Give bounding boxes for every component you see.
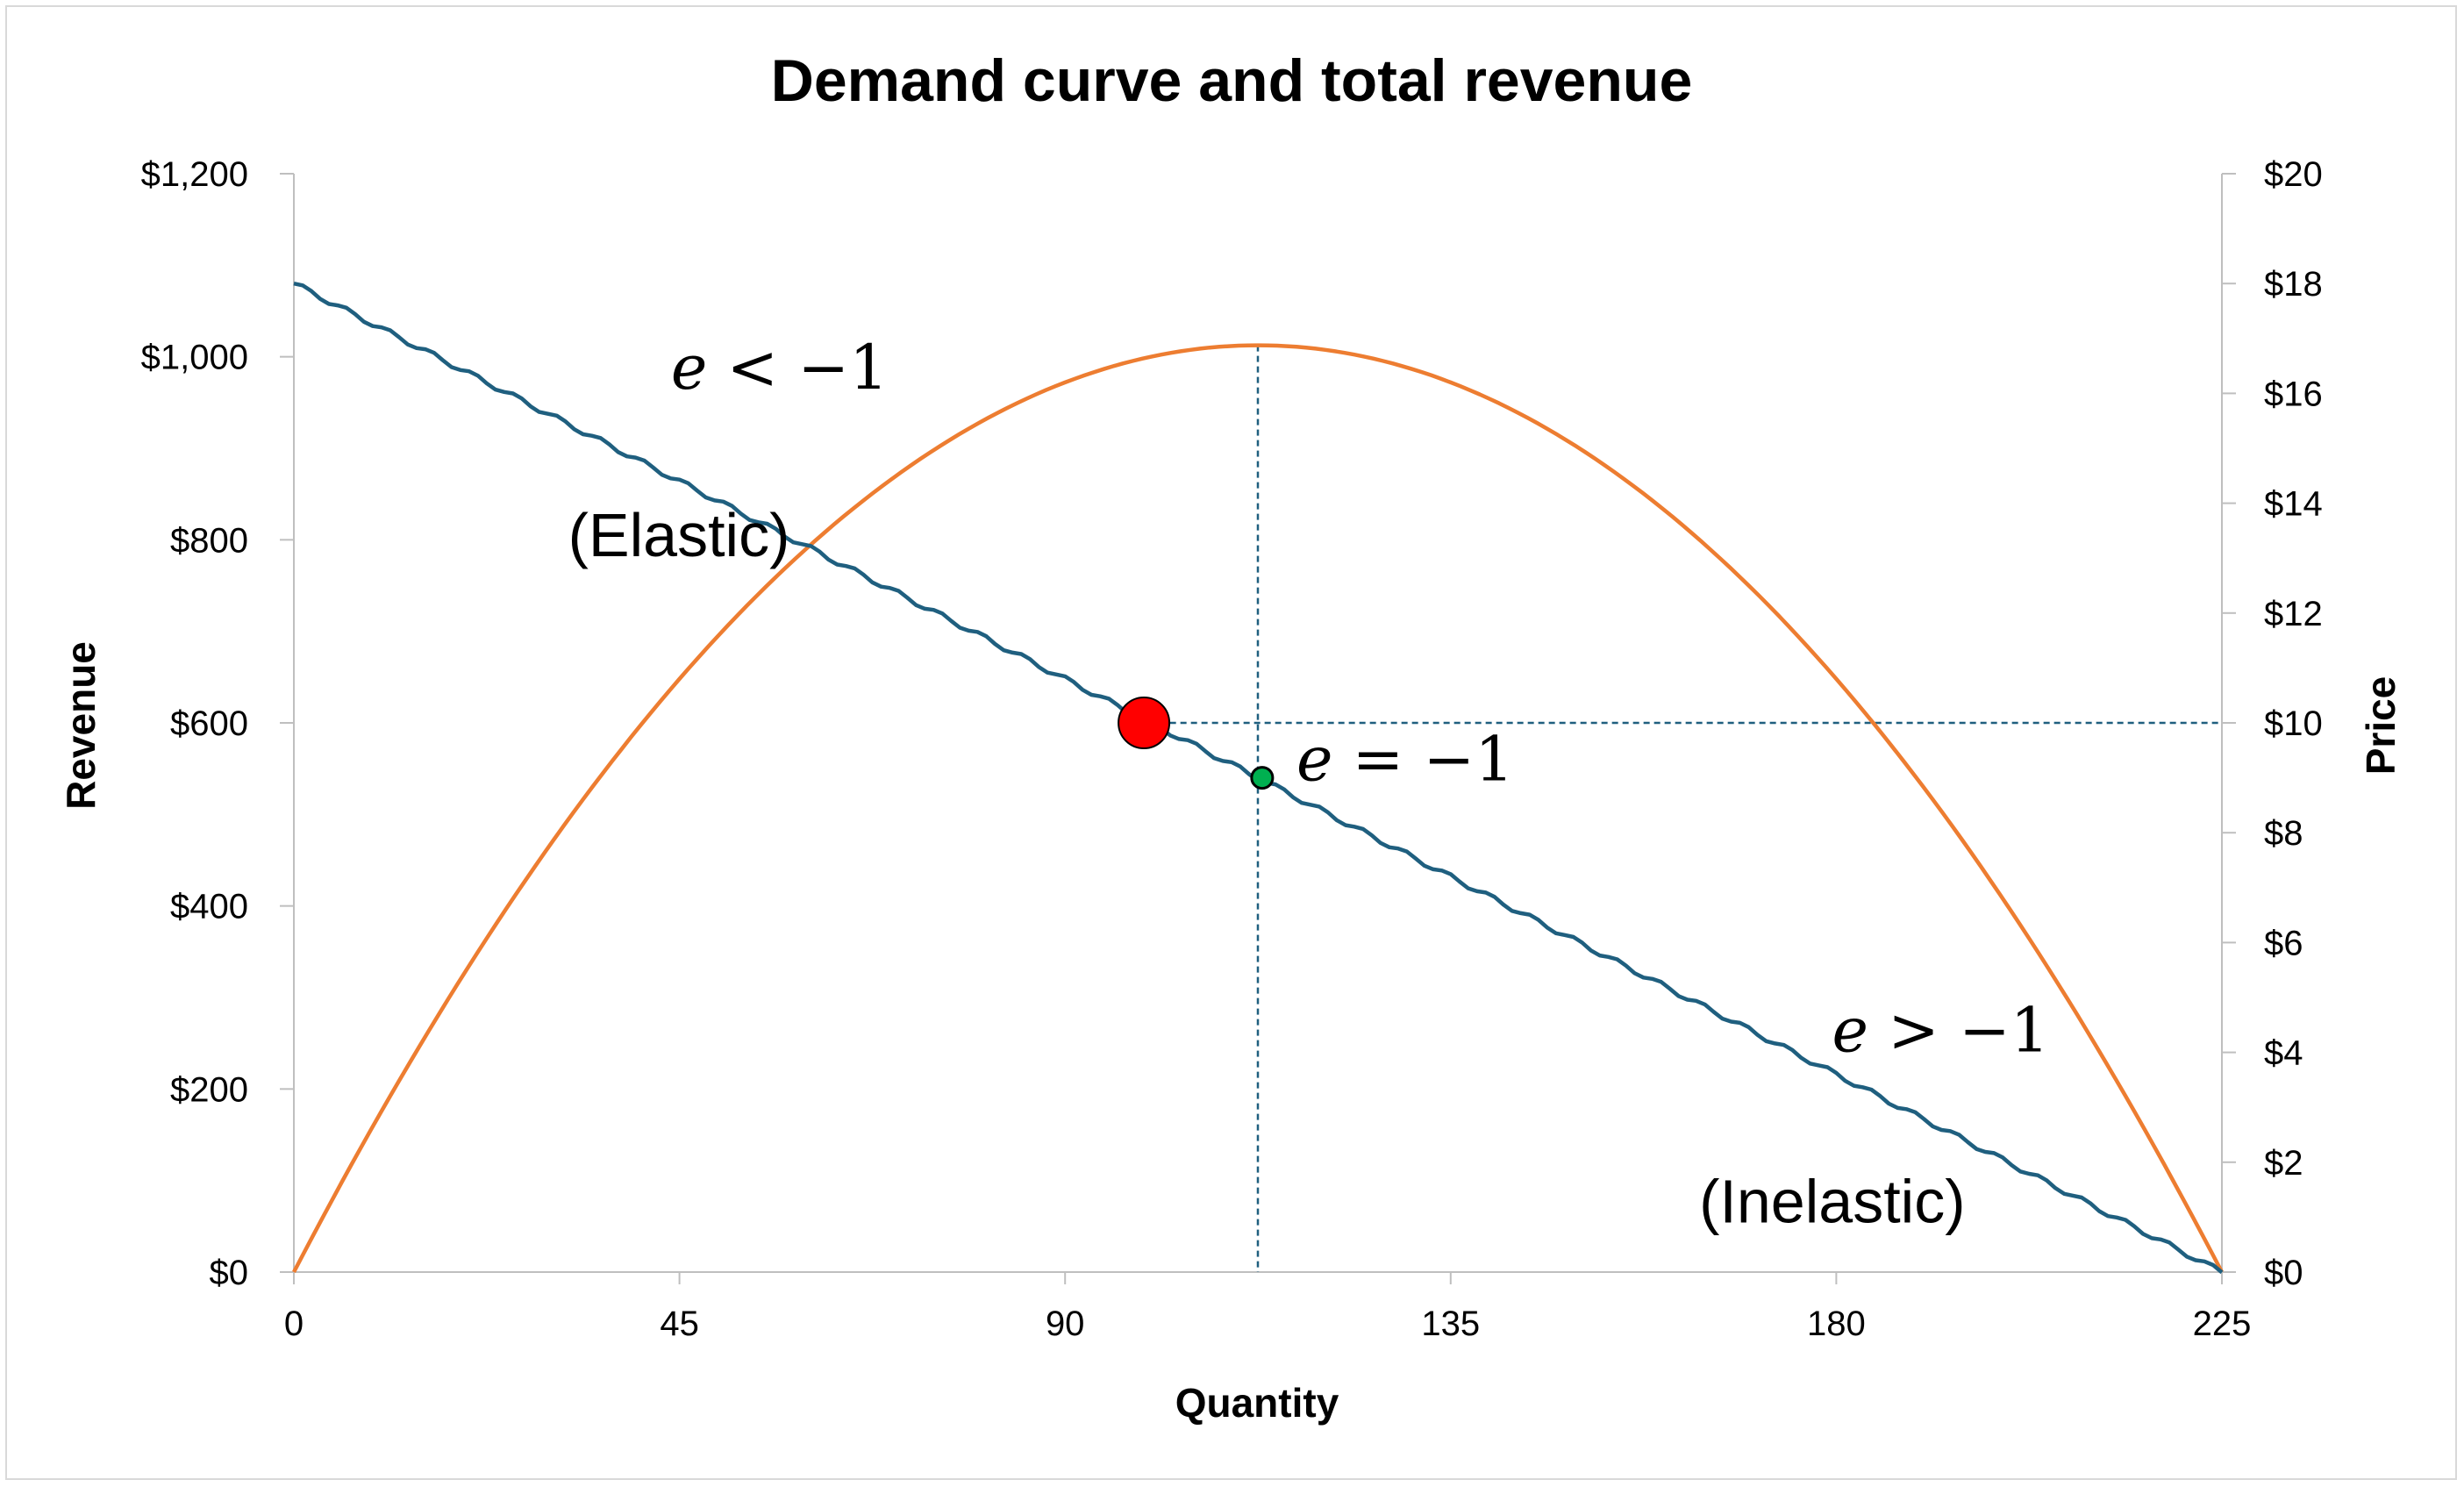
y-tick-label: $0 (210, 1254, 249, 1292)
y2-tick-label: $14 (2264, 485, 2323, 524)
unit-elastic-point-marker (1250, 766, 1275, 790)
price-point-marker (1118, 697, 1171, 749)
elasticity-relation: = −1 (1332, 724, 1513, 796)
x-tick-label: 90 (1046, 1305, 1085, 1343)
elasticity-variable: e (1832, 995, 1868, 1067)
x-tick-label: 45 (660, 1305, 699, 1343)
y2-axis-title: Price (2358, 676, 2403, 776)
y2-tick-label: $2 (2264, 1144, 2303, 1183)
elasticity-region-label: (Elastic) (568, 501, 790, 569)
axes: $0$200$400$600$800$1,000$1,200$0$2$4$6$8… (141, 155, 2323, 1343)
y2-tick-label: $4 (2264, 1034, 2303, 1073)
x-tick-label: 0 (284, 1305, 304, 1343)
y2-tick-label: $8 (2264, 814, 2303, 853)
x-tick-label: 180 (1807, 1305, 1866, 1343)
y2-tick-label: $10 (2264, 704, 2323, 743)
y2-tick-label: $12 (2264, 595, 2323, 633)
y-tick-label: $600 (170, 704, 248, 743)
y2-tick-label: $0 (2264, 1254, 2303, 1292)
revenue-curve (292, 343, 2224, 1274)
y-tick-label: $800 (170, 521, 248, 560)
y2-tick-label: $20 (2264, 155, 2323, 194)
elasticity-relation: > −1 (1868, 995, 2049, 1067)
y-tick-label: $200 (170, 1070, 248, 1109)
elasticity-annotation: e = −1 (1296, 724, 1514, 796)
y-tick-label: $1,200 (141, 155, 248, 194)
y2-tick-label: $6 (2264, 924, 2303, 962)
y2-tick-label: $16 (2264, 375, 2323, 413)
elasticity-annotation: e > −1 (1832, 995, 2050, 1067)
elasticity-region-label: (Inelastic) (1699, 1168, 1965, 1236)
y2-tick-label: $18 (2264, 265, 2323, 304)
y-tick-label: $400 (170, 888, 248, 926)
reference-lines (1159, 345, 2222, 1272)
elasticity-variable: e (671, 332, 707, 404)
chart-title: Demand curve and total revenue (771, 47, 1693, 114)
y-axis-title: Revenue (58, 641, 104, 810)
y-tick-label: $1,000 (141, 339, 248, 377)
elasticity-variable: e (1296, 724, 1332, 796)
annotations: e < −1(Elastic)e = −1e > −1(Inelastic) (568, 332, 2050, 1235)
x-tick-label: 225 (2193, 1305, 2252, 1343)
highlight-points (1118, 697, 1275, 790)
elasticity-relation: < −1 (707, 332, 888, 404)
chart-frame (5, 5, 2457, 1480)
x-axis-title: Quantity (1175, 1380, 1339, 1426)
x-tick-label: 135 (1421, 1305, 1480, 1343)
elasticity-annotation: e < −1 (671, 332, 889, 404)
